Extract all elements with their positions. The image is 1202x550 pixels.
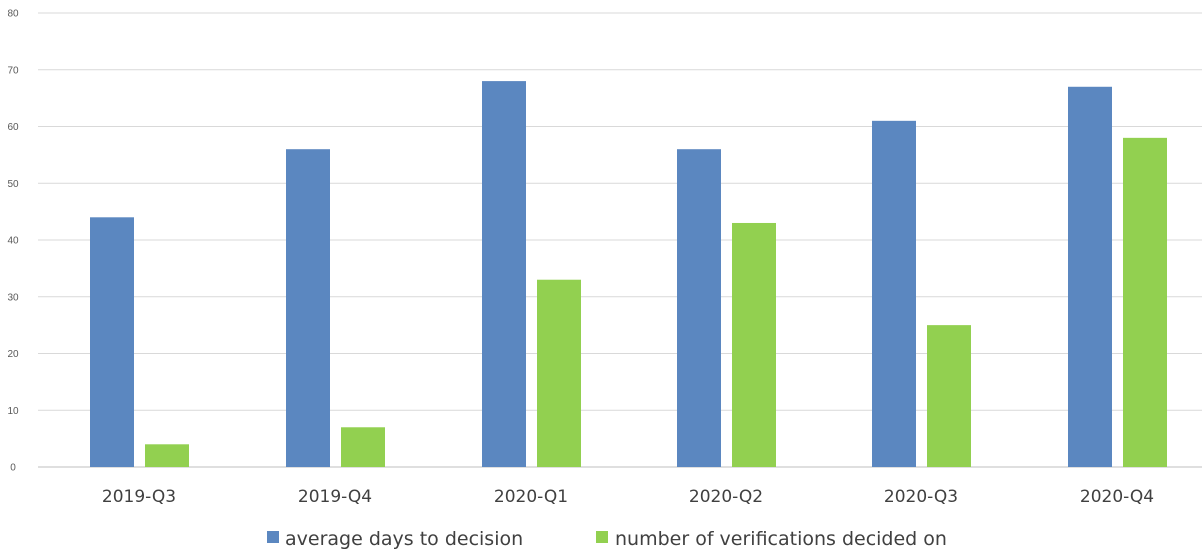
x-category-label: 2020-Q2 [689,487,763,507]
x-category-label: 2020-Q3 [884,487,958,507]
x-category-label: 2020-Q1 [494,487,568,507]
y-tick-label: 0 [10,463,16,474]
y-tick-label: 80 [7,9,19,20]
x-category-label: 2020-Q4 [1080,487,1154,507]
x-category-label: 2019-Q4 [298,487,372,507]
legend-swatch-avg-days [267,531,279,543]
y-tick-label: 40 [7,236,19,247]
y-tick-label: 50 [7,179,19,190]
bar-verifications-2020-Q4 [1123,137,1167,467]
bar-verifications-2020-Q2 [732,222,776,467]
bar-verifications-2019-Q4 [341,427,385,467]
bar-avg-days-2020-Q2 [677,149,721,467]
bars [90,81,1167,468]
legend: average days to decision number of verifi… [267,528,947,550]
bar-verifications-2020-Q1 [537,279,581,467]
x-category-label: 2019-Q3 [102,487,176,507]
legend-label-avg-days: average days to decision [285,528,523,550]
bar-avg-days-2019-Q3 [90,217,134,467]
y-tick-label: 70 [7,65,19,76]
bar-avg-days-2020-Q4 [1068,86,1112,468]
y-axis-tick-labels: 0 10 20 30 40 50 60 70 80 [7,9,19,474]
legend-label-verifications: number of verifications decided on [615,528,947,550]
bar-avg-days-2020-Q1 [482,81,526,467]
legend-swatch-verifications [596,531,608,543]
bar-avg-days-2019-Q4 [286,149,330,467]
gridlines [38,12,1202,468]
bar-verifications-2019-Q3 [145,444,189,467]
y-tick-label: 20 [7,349,19,360]
y-tick-label: 30 [7,292,19,303]
x-axis-category-labels: 2019-Q3 2019-Q4 2020-Q1 2020-Q2 2020-Q3 2020-… [102,487,1154,507]
y-tick-label: 60 [7,122,19,133]
y-tick-label: 10 [7,406,19,417]
bar-verifications-2020-Q3 [927,325,971,467]
bar-avg-days-2020-Q3 [872,120,916,467]
